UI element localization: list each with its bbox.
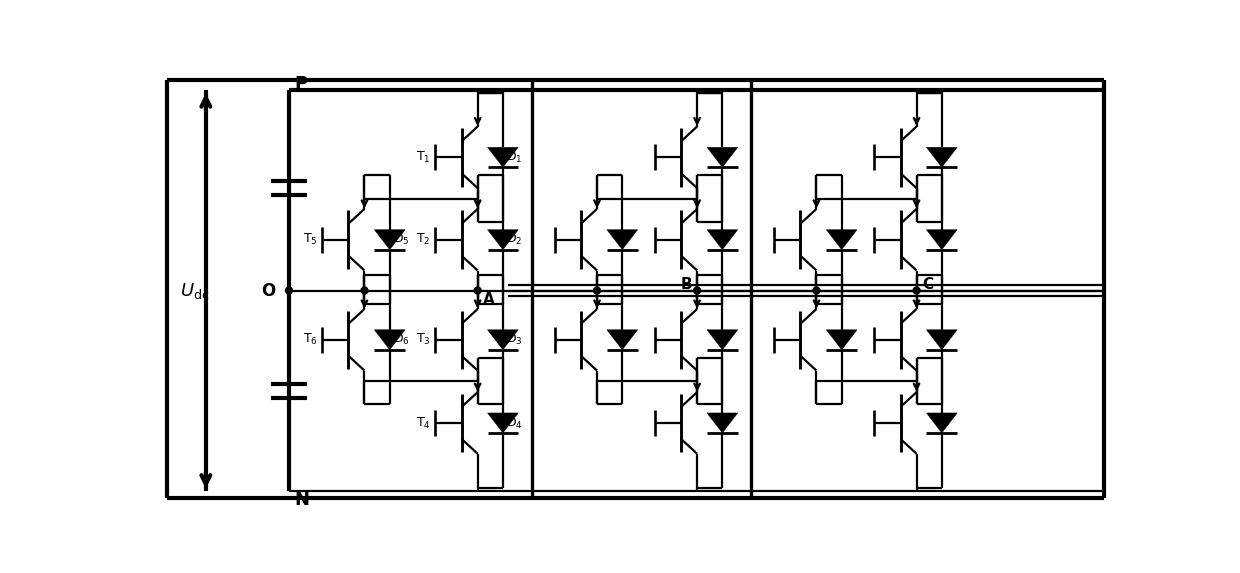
Text: D$_4$: D$_4$ bbox=[506, 415, 523, 430]
Text: $U_{\rm dc}$: $U_{\rm dc}$ bbox=[180, 281, 210, 300]
Text: N: N bbox=[294, 490, 310, 509]
Text: T$_1$: T$_1$ bbox=[417, 150, 430, 165]
Polygon shape bbox=[487, 147, 518, 167]
Text: T$_6$: T$_6$ bbox=[303, 332, 317, 347]
Polygon shape bbox=[707, 230, 738, 250]
Text: D$_6$: D$_6$ bbox=[393, 332, 409, 347]
Circle shape bbox=[813, 287, 820, 294]
Text: B: B bbox=[681, 277, 692, 292]
Polygon shape bbox=[487, 413, 518, 433]
Polygon shape bbox=[826, 230, 857, 250]
Polygon shape bbox=[487, 230, 518, 250]
Circle shape bbox=[693, 287, 701, 294]
Text: P: P bbox=[294, 76, 308, 93]
Text: D$_1$: D$_1$ bbox=[506, 150, 522, 165]
Circle shape bbox=[285, 287, 293, 294]
Polygon shape bbox=[606, 230, 637, 250]
Text: T$_3$: T$_3$ bbox=[417, 332, 430, 347]
Text: T$_4$: T$_4$ bbox=[417, 415, 430, 430]
Text: A: A bbox=[484, 292, 495, 307]
Polygon shape bbox=[926, 330, 957, 350]
Text: C: C bbox=[921, 277, 932, 292]
Polygon shape bbox=[487, 330, 518, 350]
Text: D$_2$: D$_2$ bbox=[506, 232, 522, 248]
Circle shape bbox=[913, 287, 920, 294]
Text: T$_5$: T$_5$ bbox=[303, 232, 317, 248]
Polygon shape bbox=[926, 147, 957, 167]
Polygon shape bbox=[707, 330, 738, 350]
Circle shape bbox=[474, 287, 481, 294]
Polygon shape bbox=[926, 230, 957, 250]
Polygon shape bbox=[374, 330, 405, 350]
Polygon shape bbox=[606, 330, 637, 350]
Text: O: O bbox=[260, 281, 275, 300]
Circle shape bbox=[594, 287, 600, 294]
Polygon shape bbox=[707, 147, 738, 167]
Polygon shape bbox=[707, 413, 738, 433]
Polygon shape bbox=[926, 413, 957, 433]
Text: D$_5$: D$_5$ bbox=[393, 232, 409, 248]
Polygon shape bbox=[374, 230, 405, 250]
Polygon shape bbox=[826, 330, 857, 350]
Text: D$_3$: D$_3$ bbox=[506, 332, 522, 347]
Text: T$_2$: T$_2$ bbox=[417, 232, 430, 248]
Circle shape bbox=[361, 287, 368, 294]
